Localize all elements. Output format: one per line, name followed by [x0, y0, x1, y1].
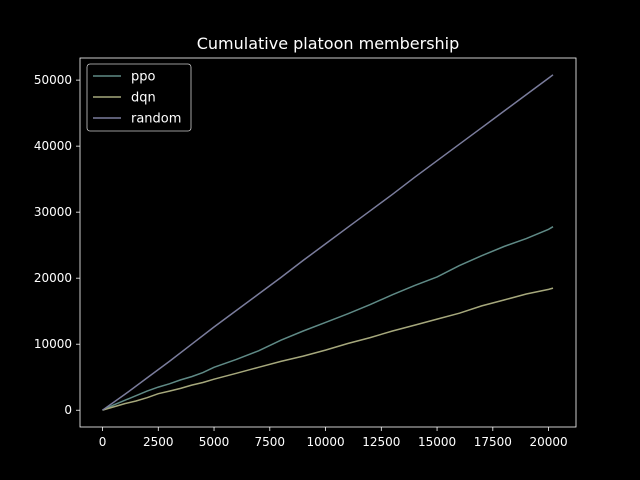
- legend-box: [86, 63, 192, 132]
- chart-title: Cumulative platoon membership: [197, 34, 460, 53]
- series-layer: [102, 74, 554, 411]
- y-tick-label: 10000: [34, 337, 72, 351]
- axes-layer: 0 2500 5000 7500 10000 12500 15000 17500 20000 0 1…: [34, 57, 577, 449]
- x-tick-label: 5000: [199, 435, 230, 449]
- x-tick-label: 10000: [306, 435, 344, 449]
- legend-label-dqn: dqn: [131, 91, 156, 106]
- y-tick-label: 40000: [34, 139, 72, 153]
- plot-frame: [79, 57, 577, 428]
- x-tick-label: 2500: [143, 435, 174, 449]
- x-tick-label: 12500: [362, 435, 400, 449]
- y-tick-label: 50000: [34, 73, 72, 87]
- legend-label-ppo: ppo: [131, 70, 156, 85]
- y-tick-label: 0: [64, 403, 72, 417]
- x-tick-label: 15000: [418, 435, 456, 449]
- y-tick-label: 30000: [34, 205, 72, 219]
- x-tick-label: 17500: [474, 435, 512, 449]
- legend-label-random: random: [131, 112, 181, 127]
- x-tick-label: 0: [99, 435, 107, 449]
- series-line-ppo: [102, 226, 554, 411]
- y-tick-label: 20000: [34, 271, 72, 285]
- x-tick-label: 7500: [255, 435, 286, 449]
- x-tick-label: 20000: [529, 435, 567, 449]
- legend: ppo dqn random: [86, 63, 192, 132]
- series-line-random: [102, 74, 554, 411]
- series-line-dqn: [102, 287, 554, 411]
